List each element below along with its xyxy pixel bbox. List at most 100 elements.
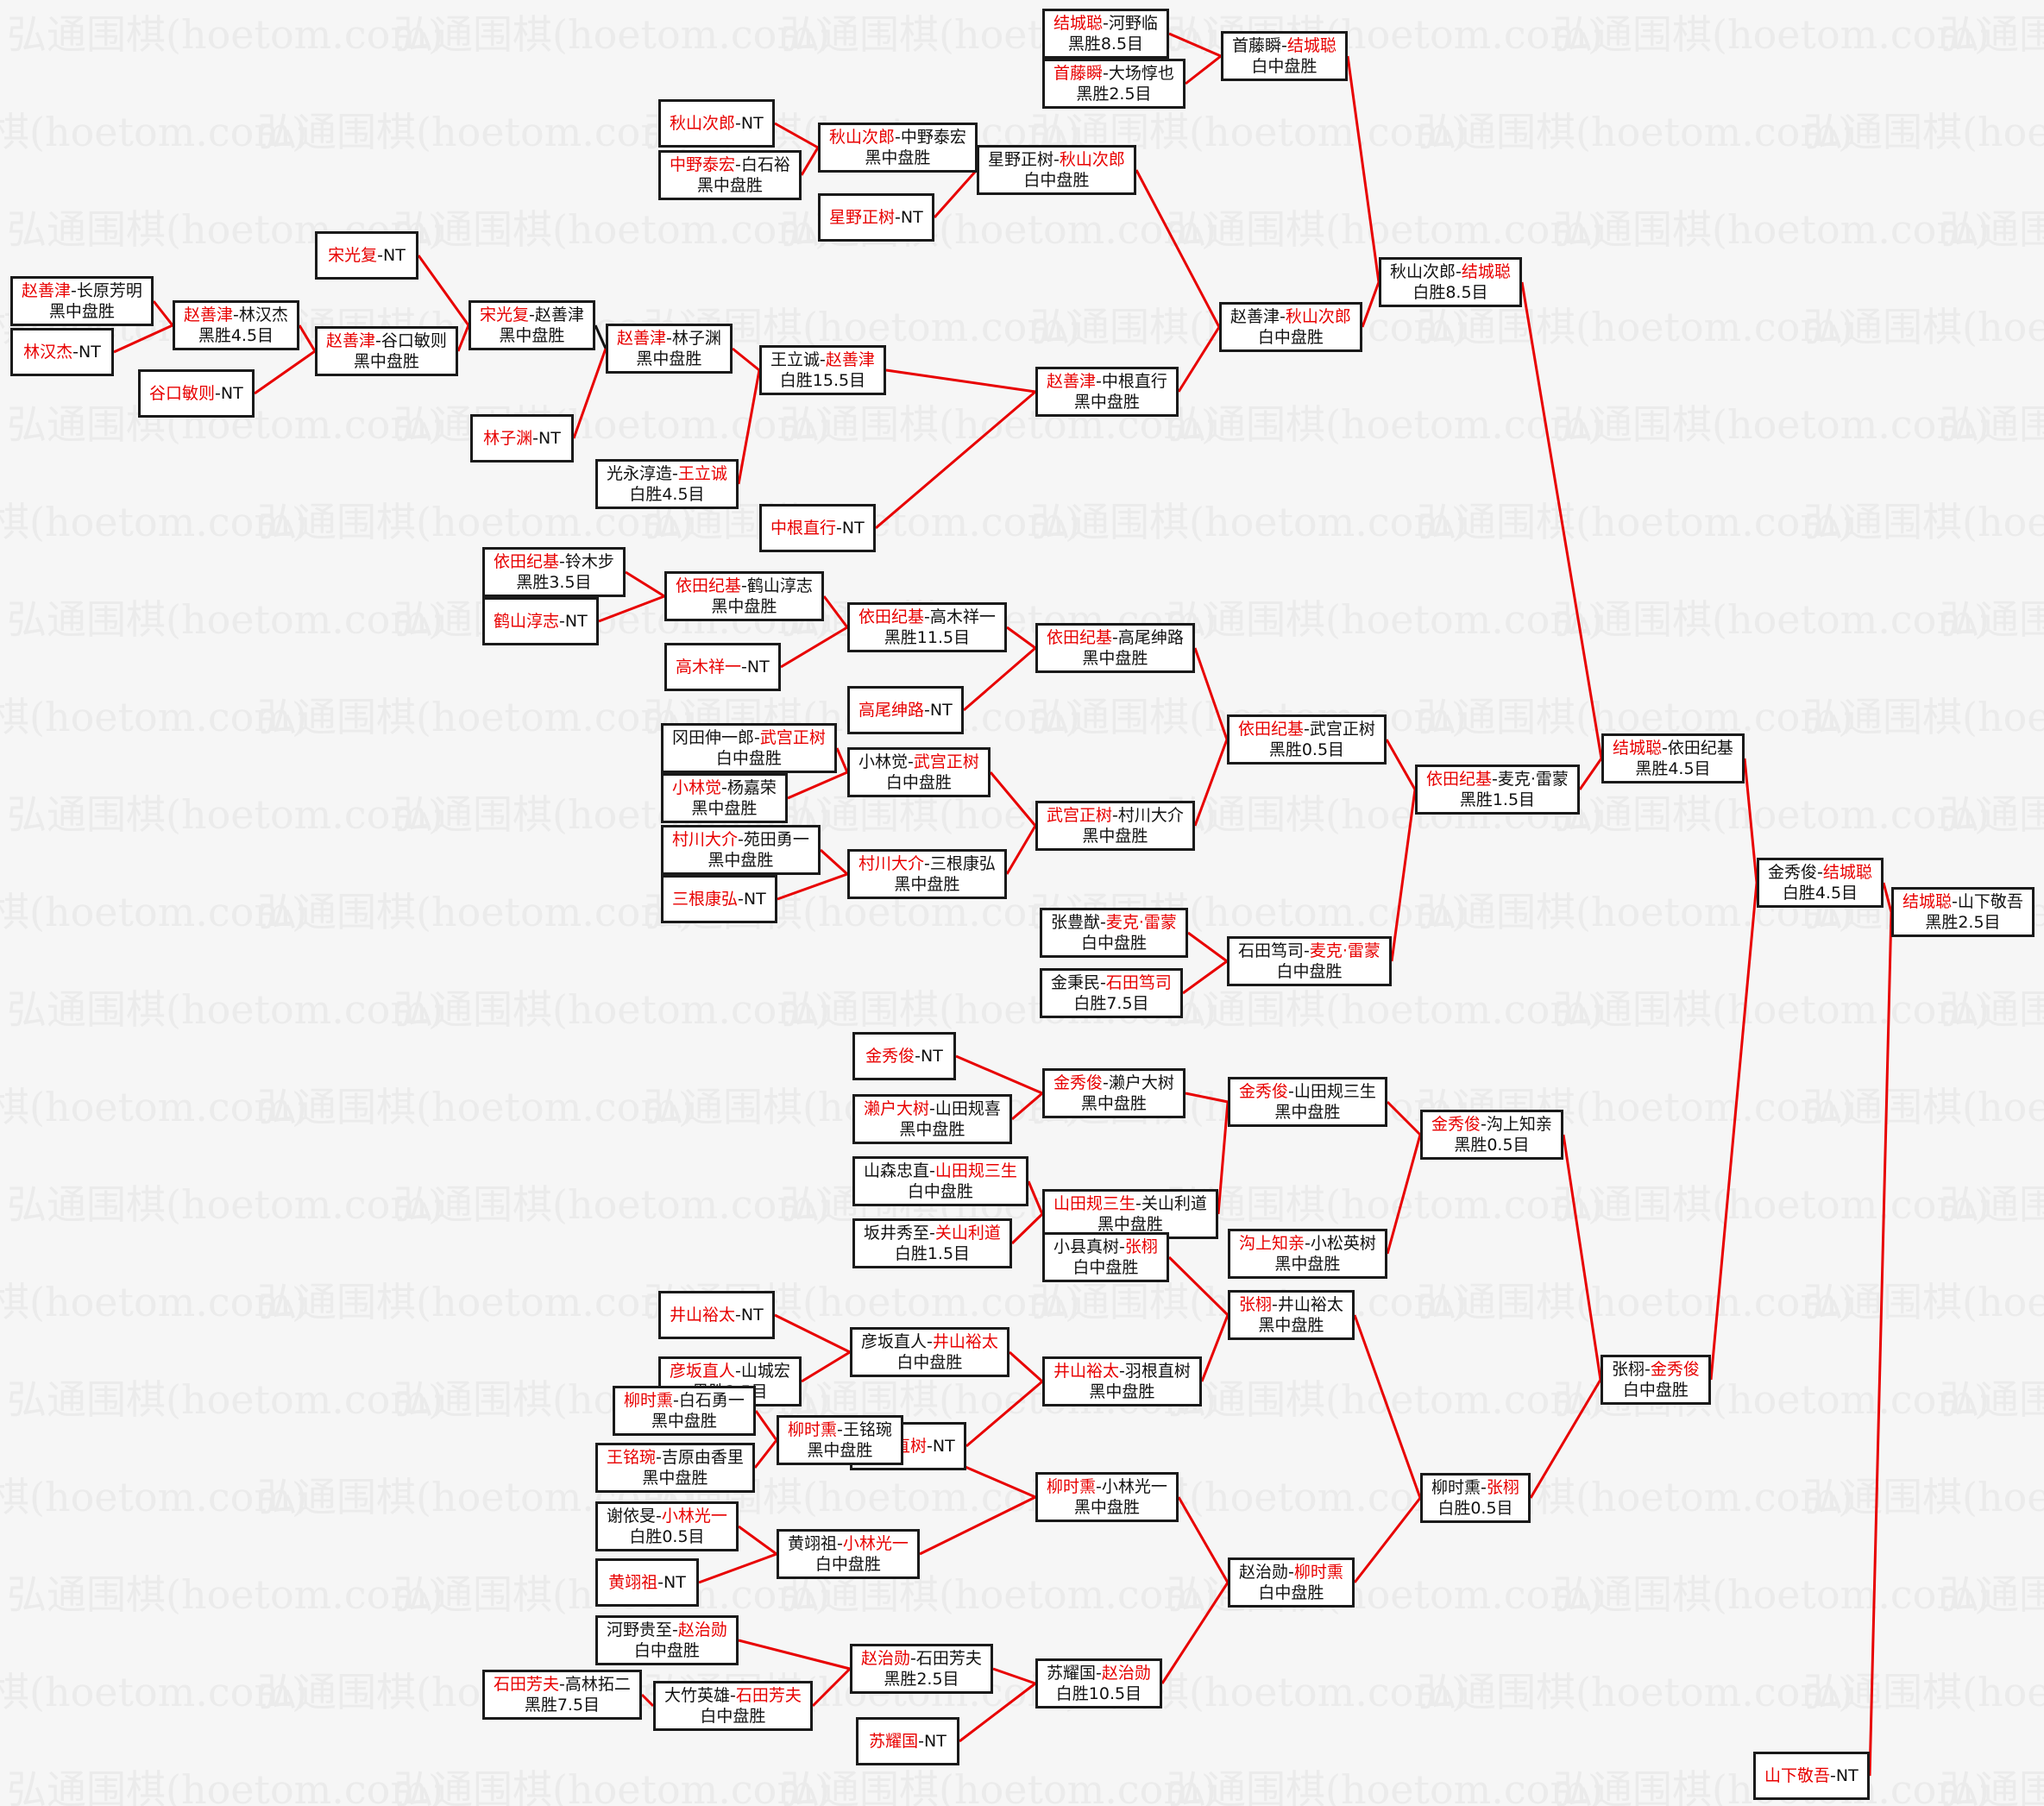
match-box-P7: 张栩-井山裕太 黑中盘胜 [1228, 1290, 1355, 1340]
player-name: -林子渊 [666, 329, 721, 348]
match-box-B5: 星野正树-秋山次郎 白中盘胜 [977, 145, 1136, 195]
connector-line [1135, 169, 1221, 328]
player-name: -高林拓二 [559, 1675, 631, 1694]
match-box-O2: 濑户大树-山田规喜 黑中盘胜 [852, 1094, 1012, 1144]
match-box-P4: 彦坂直人-井山裕太 白中盘胜 [850, 1327, 1009, 1377]
match-result: 黑中盘胜 [899, 1120, 965, 1139]
match-players: 王铭琬-吉原由香里 [607, 1447, 744, 1468]
match-result: 黑中盘胜 [1080, 1094, 1147, 1113]
match-players: 大竹英雄-石田芳夫 [664, 1685, 802, 1706]
match-players: 冈田伸一郎-武宫正树 [672, 727, 826, 748]
match-box-R5a: 柳时熏-小林光一 黑中盘胜 [1035, 1472, 1179, 1522]
match-players: 谷口敏则-NT [149, 383, 243, 404]
connector-line [1005, 825, 1037, 875]
match-box-L1: 张豊猷-麦克·雷蒙 白中盘胜 [1040, 908, 1188, 958]
watermark-text: 弘通围棋(hoetom.com) [1553, 791, 1990, 838]
match-players: 秋山次郎-中野泰宏 [829, 127, 966, 148]
connector-line [777, 872, 848, 901]
match-players: 林子渊-NT [481, 428, 563, 449]
match-result: 黑胜7.5目 [524, 1696, 601, 1715]
winner-name: 村川大介 [672, 830, 739, 849]
watermark-text: 弘通围棋(hoetom.com) [1940, 11, 2044, 58]
connector-line [1882, 882, 1893, 913]
match-players: 黄翊祖-小林光一 [788, 1533, 909, 1554]
watermark-text: 弘通围棋(hoetom.com) [1417, 1669, 1853, 1715]
match-players: 张豊猷-麦克·雷蒙 [1051, 912, 1177, 933]
match-result: 黑胜4.5目 [198, 326, 274, 345]
match-result: 白中盘胜 [885, 773, 952, 792]
match-result: 白中盘胜 [907, 1182, 973, 1201]
connector-line [1353, 1497, 1422, 1583]
match-result: 黑胜11.5目 [884, 628, 971, 647]
match-players: 赵善津-秋山次郎 [1230, 306, 1351, 327]
match-result: 黑中盘胜 [1274, 1255, 1341, 1274]
winner-name: 金秀俊 [1053, 1073, 1104, 1092]
watermark-text: 弘通围棋(hoetom.com) [1940, 596, 2044, 643]
winner-name: 林汉杰 [23, 343, 73, 362]
winner-name: 张栩 [1124, 1237, 1158, 1256]
match-players: 柳时熏-小林光一 [1047, 1476, 1167, 1497]
match-result: 黑中盘胜 [711, 597, 777, 616]
watermark-text: 弘通围棋(hoetom.com) [1803, 304, 2044, 350]
player-name: 大竹英雄- [664, 1686, 736, 1705]
connector-line [594, 324, 607, 349]
winner-name: 三根康弘 [672, 890, 739, 909]
match-box-A2: 首藤瞬-大场惇也 黑胜2.5目 [1042, 59, 1186, 109]
connector-line [456, 324, 470, 352]
match-players: 彦坂直人-井山裕太 [861, 1331, 998, 1352]
match-result: 黑中盘胜 [696, 176, 763, 195]
player-name: 河野贵至- [607, 1620, 678, 1639]
match-result: 白中盘胜 [1276, 962, 1343, 981]
watermark-text: 弘通围棋(hoetom.com) [0, 889, 307, 935]
winner-name: 赵善津 [326, 331, 376, 350]
match-result: 黑中盘胜 [1274, 1103, 1341, 1122]
winner-name: 柳时熏 [624, 1391, 674, 1410]
watermark-text: 弘通围棋(hoetom.com) [780, 1571, 1217, 1618]
match-players: 中野泰宏-白石裕 [670, 154, 790, 175]
watermark-text: 弘通围棋(hoetom.com) [1940, 1766, 2044, 1806]
winner-name: 柳时熏 [788, 1420, 838, 1439]
match-box-I6: 高尾绅路-NT [847, 686, 964, 734]
connector-line [1868, 911, 1893, 1777]
match-result: 白中盘胜 [715, 749, 782, 768]
watermark-text: 弘通围棋(hoetom.com) [0, 1474, 307, 1520]
player-name: -铃木步 [559, 552, 614, 571]
watermark-text: 弘通围棋(hoetom.com) [1553, 11, 1990, 58]
player-name: -白石裕 [735, 155, 790, 174]
winner-name: 依田纪基 [1426, 770, 1493, 789]
match-box-V1: 赵治勋-柳时熏 白中盘胜 [1228, 1557, 1355, 1608]
match-players: 井山裕太-羽根直树 [1053, 1361, 1191, 1381]
match-players: 金秉民-石田笃司 [1051, 972, 1172, 993]
player-name: -NT [918, 1732, 947, 1751]
watermark-text: 弘通围棋(hoetom.com) [1803, 1474, 2044, 1520]
player-name: -苑田勇一 [738, 830, 809, 849]
winner-name: 高木祥一 [676, 658, 742, 676]
player-name: -鹤山淳志 [741, 576, 813, 595]
winner-name: 秋山次郎 [1059, 150, 1125, 169]
player-name: -NT [377, 246, 406, 265]
winner-name: 山田规三生 [934, 1161, 1017, 1180]
connector-line [963, 646, 1036, 712]
match-result: 白胜10.5目 [1055, 1684, 1142, 1703]
match-box-D2: 林子渊-NT [470, 414, 574, 463]
connector-line [754, 1410, 778, 1441]
winner-name: 黄翊祖 [608, 1573, 658, 1592]
winner-name: 宋光复 [328, 246, 378, 265]
match-result: 黑中盘胜 [642, 1469, 708, 1488]
match-box-B1: 秋山次郎-NT [658, 99, 775, 148]
connector-line [1385, 739, 1417, 790]
match-box-O9: 金秀俊-沟上知亲 黑胜0.5目 [1420, 1110, 1563, 1160]
winner-name: 井山裕太 [670, 1306, 736, 1325]
connector-line [1027, 1180, 1044, 1215]
player-name: -山田规喜 [929, 1099, 1001, 1118]
match-players: 首藤瞬-大场惇也 [1053, 63, 1174, 84]
connector-line [598, 595, 665, 623]
match-box-A3: 首藤瞬-结城聪 白中盘胜 [1221, 31, 1348, 81]
connector-line [1386, 1134, 1422, 1255]
watermark-text: 弘通围棋(hoetom.com) [0, 1084, 307, 1130]
winner-name: 赵善津 [617, 329, 667, 348]
player-name: 柳时熏- [1431, 1478, 1487, 1497]
match-result: 白中盘胜 [633, 1641, 700, 1660]
connector-line [811, 1667, 852, 1708]
player-name: -羽根直树 [1119, 1362, 1191, 1381]
